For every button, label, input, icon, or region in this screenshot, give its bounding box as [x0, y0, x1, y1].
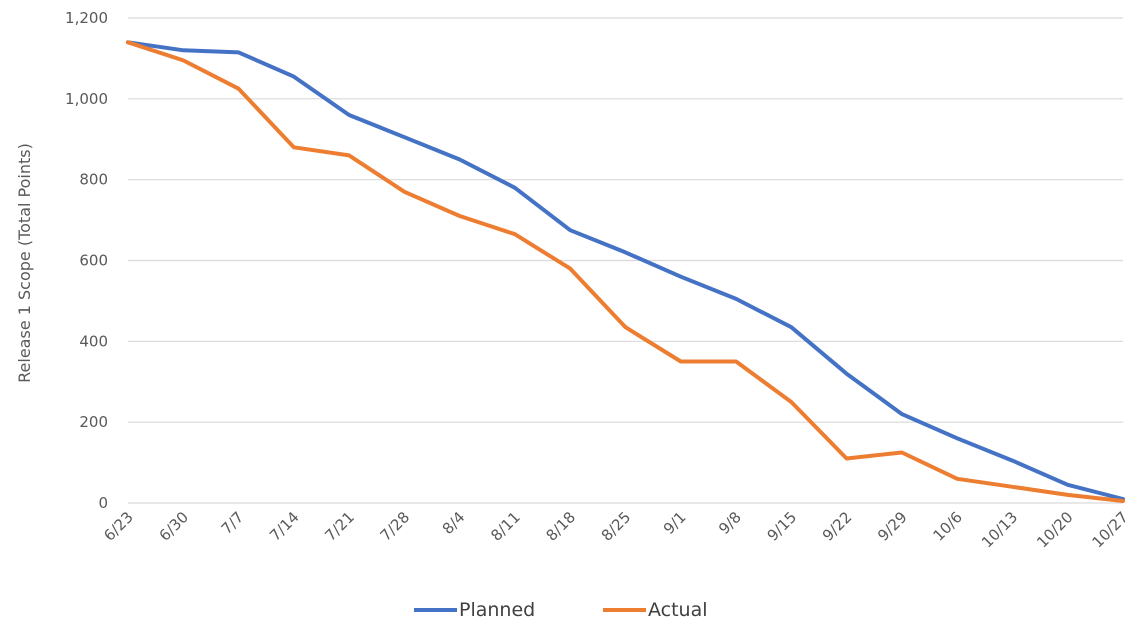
x-tick-label: 6/30	[156, 508, 193, 545]
legend-label-planned: Planned	[459, 599, 535, 621]
x-tick-label: 10/13	[978, 508, 1021, 551]
x-tick-label: 8/11	[487, 508, 524, 545]
x-tick-label: 10/20	[1033, 508, 1076, 551]
x-tick-label: 9/1	[660, 508, 690, 538]
y-axis-title: Release 1 Scope (Total Points)	[15, 143, 34, 383]
legend-label-actual: Actual	[648, 599, 708, 621]
x-tick-label: 7/14	[266, 508, 303, 545]
y-tick-label: 1,000	[65, 90, 108, 108]
x-tick-label: 9/15	[764, 508, 801, 545]
x-tick-label: 6/23	[100, 508, 137, 545]
x-tick-label: 8/18	[543, 508, 580, 545]
x-tick-label: 9/29	[874, 508, 911, 545]
x-tick-label: 7/7	[218, 508, 248, 538]
y-tick-label: 400	[79, 332, 108, 350]
y-tick-label: 1,200	[65, 9, 108, 27]
series-line-planned	[126, 40, 1125, 501]
x-axis-ticks: 6/23 6/30 7/7 7/14 7/21 7/28 8/4 8/11 8/18 8/25 9/…	[100, 508, 1126, 551]
x-tick-label: 9/8	[715, 508, 745, 538]
series-line-actual	[126, 40, 1125, 503]
y-tick-label: 0	[98, 494, 108, 512]
legend: Planned Actual	[414, 599, 708, 621]
y-axis-ticks: 0 200 400 600 800 1,000 1,200	[65, 9, 108, 512]
x-tick-label: 7/28	[377, 508, 414, 545]
gridlines	[128, 17, 1123, 504]
y-tick-label: 800	[79, 171, 108, 189]
x-tick-label: 8/4	[439, 508, 469, 538]
x-tick-label: 7/21	[321, 508, 358, 545]
y-tick-label: 600	[79, 252, 108, 270]
x-tick-label: 9/22	[819, 508, 856, 545]
series-lines	[126, 40, 1125, 503]
x-tick-label: 10/27	[1089, 508, 1126, 551]
y-tick-label: 200	[79, 413, 108, 431]
x-tick-label: 8/25	[598, 508, 635, 545]
x-tick-label: 10/6	[929, 508, 966, 545]
